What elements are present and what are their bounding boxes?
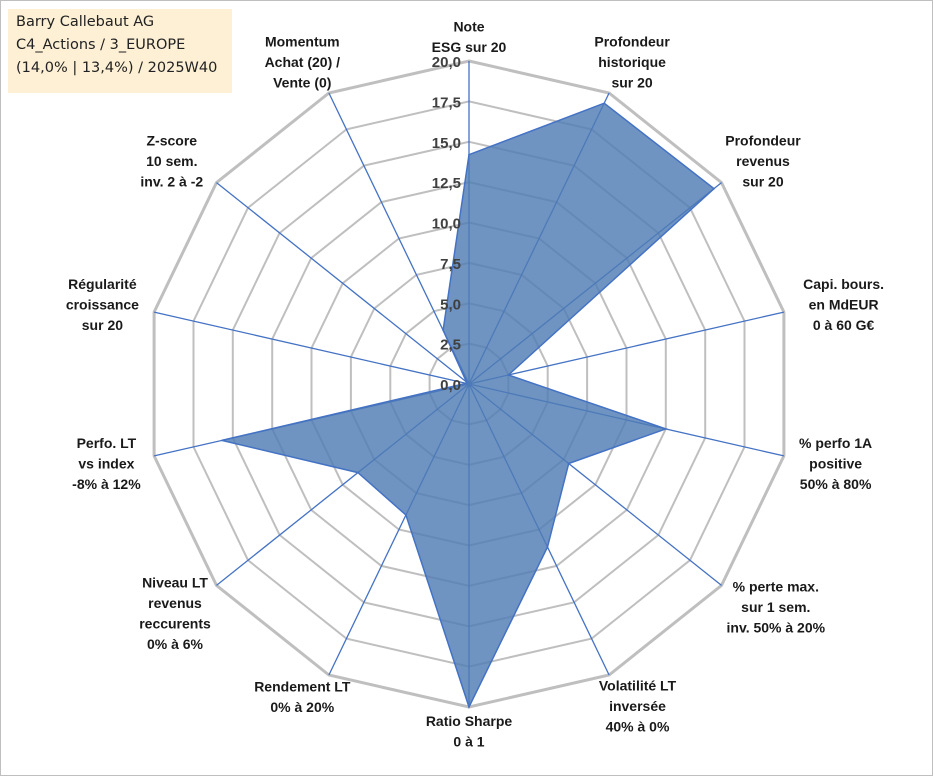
- axis-label: Régularité croissance sur 20: [66, 276, 139, 333]
- axis-label-line: Achat (20) /: [265, 54, 341, 70]
- data-point: [465, 381, 468, 383]
- data-point: [357, 471, 359, 474]
- tick-label: 5,0: [440, 296, 461, 313]
- axis-label-line: inv. 2 à -2: [140, 174, 203, 190]
- performance-period: (14,0% | 13,4%) / 2025W40: [16, 60, 218, 76]
- portfolio-category: C4_Actions / 3_EUROPE: [16, 37, 186, 53]
- axis-label-line: revenus: [148, 595, 202, 611]
- axis-label-line: croissance: [66, 296, 139, 312]
- axis-label-line: reccurents: [139, 616, 211, 632]
- data-point: [713, 187, 715, 190]
- axis-label-line: Momentum: [265, 33, 340, 49]
- axis-label-line: Profondeur: [725, 133, 801, 149]
- axis-label-line: Perfo. LT: [77, 435, 137, 451]
- data-point: [221, 439, 223, 442]
- data-point: [665, 428, 667, 430]
- axis-label-line: 0 à 60 G€: [813, 317, 875, 333]
- axis-spoke: [216, 182, 470, 385]
- axis-label-line: Note: [453, 19, 484, 35]
- axis-labels: Note ESG sur 20 Profondeur historique sur 20…: [66, 19, 884, 750]
- axis-label: Volatilité LT inversée 40% à 0%: [599, 678, 677, 735]
- data-point: [546, 546, 549, 548]
- axis-label: Perfo. LT vs index -8% à 12%: [72, 435, 141, 492]
- axis-label-line: Profondeur: [594, 33, 670, 49]
- axis-label-line: Z-score: [147, 133, 198, 149]
- axis-label-line: Régularité: [68, 276, 137, 292]
- axis-label-line: Volatilité LT: [599, 678, 677, 694]
- series-polygon: [221, 102, 716, 709]
- axis-label: Ratio Sharpe 0 à 1: [426, 713, 513, 750]
- axis-label-line: 40% à 0%: [606, 719, 670, 735]
- tick-label: 0,0: [440, 377, 461, 394]
- axis-label-line: inversée: [609, 698, 666, 714]
- info-box: Barry Callebaut AG C4_Actions / 3_EUROPE…: [8, 9, 232, 93]
- axis-label-line: Ratio Sharpe: [426, 713, 513, 729]
- data-point: [468, 153, 470, 156]
- axis-label: Profondeur historique sur 20: [594, 33, 670, 90]
- axis-label-line: % perte max.: [733, 578, 819, 594]
- axis-label-line: en MdEUR: [809, 296, 879, 312]
- axis-label-line: positive: [809, 456, 862, 472]
- axis-label-line: Rendement LT: [254, 679, 351, 695]
- axis-label: Rendement LT 0% à 20%: [254, 679, 351, 716]
- axis-label: Momentum Achat (20) / Vente (0): [265, 33, 341, 90]
- axis-label-line: 0% à 20%: [270, 699, 334, 715]
- data-point: [468, 706, 470, 708]
- tick-label: 20,0: [432, 54, 461, 71]
- data-point: [442, 329, 444, 332]
- tick-label: 2,5: [440, 337, 461, 354]
- axis-label-line: revenus: [736, 153, 790, 169]
- axis-label: % perfo 1A positive 50% à 80%: [799, 435, 872, 492]
- axis-label-line: 10 sem.: [146, 153, 197, 169]
- data-point: [603, 102, 605, 104]
- axis-label-line: 0% à 6%: [147, 636, 204, 652]
- axis-label: Note ESG sur 20: [432, 19, 507, 56]
- axis-label-line: sur 20: [742, 174, 783, 190]
- data-point: [405, 514, 407, 516]
- tick-label: 17,5: [432, 94, 461, 111]
- axis-label: Niveau LT revenus reccurents 0% à 6%: [139, 575, 211, 653]
- axis-label: Profondeur revenus sur 20: [725, 133, 801, 190]
- axis-label: Capi. bours. en MdEUR 0 à 60 G€: [803, 276, 884, 333]
- axis-label-line: 50% à 80%: [800, 476, 872, 492]
- axis-label-line: -8% à 12%: [72, 476, 141, 492]
- axis-label-line: 0 à 1: [453, 734, 484, 750]
- data-point: [507, 374, 510, 376]
- tick-labels: 0,0 2,5 5,0 7,5 10,0 12,5 15,0 17,5 20,0: [432, 54, 461, 394]
- axis-label-line: Capi. bours.: [803, 276, 884, 292]
- tick-label: 15,0: [432, 135, 461, 152]
- axis-label-line: inv. 50% à 20%: [727, 619, 826, 635]
- axis-spoke: [468, 311, 785, 385]
- axis-label-line: % perfo 1A: [799, 435, 872, 451]
- company-name: Barry Callebaut AG: [16, 14, 155, 30]
- axis-label: Z-score 10 sem. inv. 2 à -2: [140, 133, 203, 190]
- axis-spoke: [153, 311, 470, 385]
- axis-label-line: Vente (0): [273, 74, 331, 90]
- axis-label-line: vs index: [78, 456, 134, 472]
- axis-label-line: sur 20: [611, 74, 652, 90]
- tick-label: 12,5: [432, 175, 461, 192]
- tick-label: 7,5: [440, 256, 461, 273]
- axis-label-line: ESG sur 20: [432, 39, 507, 55]
- axis-label-line: sur 20: [82, 317, 123, 333]
- axis-label: % perte max. sur 1 sem. inv. 50% à 20%: [727, 578, 826, 635]
- axis-label-line: historique: [598, 54, 666, 70]
- axis-label-line: Niveau LT: [142, 575, 208, 591]
- data-point: [465, 382, 467, 385]
- series-area: [221, 102, 716, 709]
- tick-label: 10,0: [432, 216, 461, 233]
- axis-label-line: sur 1 sem.: [741, 599, 810, 615]
- data-point: [567, 462, 570, 465]
